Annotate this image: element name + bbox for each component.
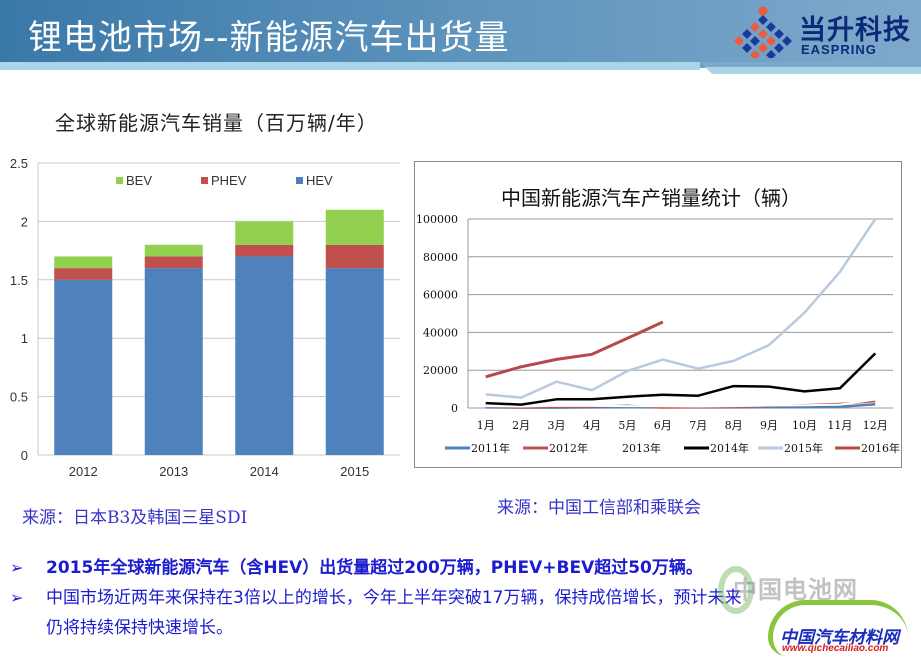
y-tick-label: 1.5 (10, 273, 28, 288)
legend-label: 2013年 (622, 441, 661, 455)
slide-title: 锂电池市场--新能源汽车出货量 (28, 18, 510, 58)
line-series-2016年 (485, 320, 664, 379)
x-tick-label: 2012 (69, 464, 98, 479)
x-tick-label: 2月 (512, 419, 530, 432)
legend-swatch (296, 177, 303, 184)
source-right: 来源：中国工信部和乘联会 (497, 498, 701, 518)
y-tick-label: 2 (21, 214, 28, 229)
y-tick-label: 20000 (423, 364, 458, 377)
x-tick-label: 12月 (863, 419, 888, 432)
bar-segment-phev (325, 244, 384, 269)
y-tick-label: 60000 (423, 289, 458, 302)
x-tick-label: 2015 (340, 464, 369, 479)
bar-segment-hev (144, 268, 203, 455)
bullet-list: ➢ 2015年全球新能源汽车（含HEV）出货量超过200万辆，PHEV+BEV超… (10, 553, 920, 643)
x-tick-label: 7月 (689, 419, 707, 432)
x-tick-label: 3月 (548, 419, 566, 432)
x-tick-label: 2014 (250, 464, 279, 479)
bar-segment-bev (54, 256, 113, 269)
bar-segment-hev (54, 279, 113, 455)
bar-segment-hev (235, 256, 294, 455)
company-logo: 当升科技 EASPRING (733, 4, 913, 60)
bar-segment-bev (235, 221, 294, 245)
legend-swatch (201, 177, 208, 184)
legend-label: BEV (126, 173, 152, 188)
x-tick-label: 9月 (760, 419, 778, 432)
y-tick-label: 80000 (423, 251, 458, 264)
watermark-battery-net: 中国电池网 (733, 576, 858, 604)
legend-label: 2012年 (549, 441, 588, 455)
line-series-2014年 (485, 352, 877, 406)
bar-segment-bev (144, 244, 203, 257)
line-series-2013年 (485, 398, 876, 408)
x-tick-label: 8月 (725, 419, 743, 432)
legend-label: HEV (306, 173, 333, 188)
x-tick-label: 11月 (827, 419, 852, 432)
y-tick-label: 40000 (423, 326, 458, 339)
legend-label: 2016年 (861, 441, 900, 455)
arrow-bullet-icon: ➢ (10, 588, 24, 607)
line-series-2015年 (485, 218, 877, 399)
x-tick-label: 10月 (792, 419, 817, 432)
watermark-url: www.qichecailiao.com (782, 643, 889, 654)
watermark-auto-material-net: 中国汽车材料网 (780, 628, 899, 648)
y-tick-label: 1 (21, 331, 28, 346)
logo-diamond-icon (734, 6, 792, 58)
line-chart-svg: 0 20000 40000 60000 80000 100000 1月 2月 3月 4月 5月 6月 7… (416, 213, 900, 455)
bullet-text: 中国市场近两年来保持在3倍以上的增长，今年上半年突破17万辆，保持成倍增长，预计… (46, 588, 742, 608)
bar-chart-svg: 0 0.5 1 1.5 2 2.5 2012 2013 2014 2015 BEV PHEV HEV (10, 156, 400, 479)
source-left: 来源：日本B3及韩国三星SDI (22, 508, 248, 528)
x-tick-label: 2013 (159, 464, 188, 479)
x-tick-label: 5月 (618, 419, 636, 432)
legend-swatch (116, 177, 123, 184)
bar-chart-title: 全球新能源汽车销量（百万辆/年） (55, 111, 378, 135)
logo-chinese-name: 当升科技 (799, 15, 911, 46)
bar-segment-bev (325, 209, 384, 245)
bar-segment-phev (54, 268, 113, 280)
legend-label: PHEV (211, 173, 247, 188)
legend-label: 2011年 (471, 441, 510, 455)
china-ev-line-chart: 中国新能源汽车产销量统计（辆） 0 20000 40000 60000 80000 100… (414, 161, 902, 468)
y-tick-label: 0 (451, 402, 458, 415)
x-tick-label: 4月 (583, 419, 601, 432)
logo-english-name: EASPRING (801, 42, 877, 57)
watermark-car-arc-icon (768, 600, 908, 656)
bullet-continuation: 仍将持续保持快速增长。 (46, 618, 233, 638)
header-stripe-right (700, 62, 921, 74)
line-chart-title: 中国新能源汽车产销量统计（辆） (501, 186, 801, 210)
bar-segment-hev (325, 268, 384, 455)
watermark-circle-icon (718, 566, 754, 614)
bullet-item: ➢ 2015年全球新能源汽车（含HEV）出货量超过200万辆，PHEV+BEV超… (10, 553, 920, 583)
x-tick-label: 6月 (654, 419, 672, 432)
header-stripe (0, 62, 700, 70)
x-tick-label: 1月 (477, 419, 495, 432)
y-tick-label: 2.5 (10, 156, 28, 171)
global-ev-sales-bar-chart: 0 0.5 1 1.5 2 2.5 2012 2013 2014 2015 BEV PHEV HEV (0, 150, 410, 490)
bar-segment-phev (144, 256, 203, 269)
bullet-item: ➢ 中国市场近两年来保持在3倍以上的增长，今年上半年突破17万辆，保持成倍增长，… (10, 583, 920, 613)
y-tick-label: 0.5 (10, 390, 28, 405)
y-tick-label: 0 (21, 448, 28, 463)
bullet-text: 2015年全球新能源汽车（含HEV）出货量超过200万辆，PHEV+BEV超过5… (46, 558, 703, 578)
bar-segment-phev (235, 244, 294, 257)
legend-label: 2014年 (710, 441, 749, 455)
legend-label: 2015年 (784, 441, 823, 455)
y-tick-label: 100000 (416, 213, 458, 226)
arrow-bullet-icon: ➢ (10, 558, 24, 577)
